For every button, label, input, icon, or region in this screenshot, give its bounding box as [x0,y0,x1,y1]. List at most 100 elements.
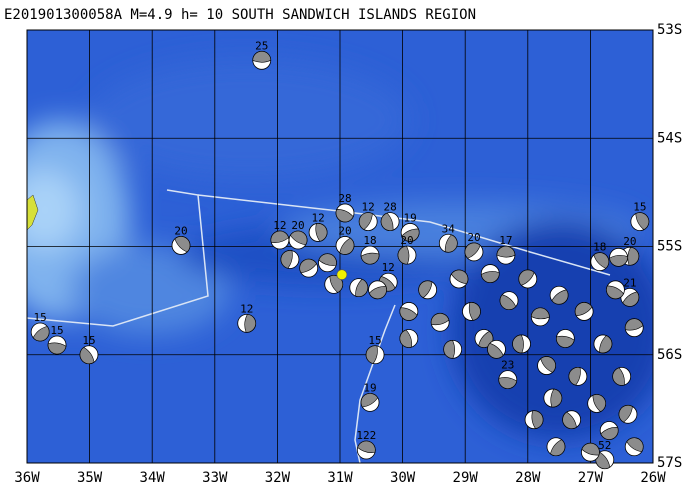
focal-mechanism [430,312,450,332]
focal-mechanism [499,291,519,311]
compression-quadrant [418,280,433,299]
focal-mechanism [280,250,300,269]
compression-quadrant [487,342,504,359]
compression-quadrant [480,271,500,283]
compression-quadrant [399,307,418,321]
focal-mechanism [620,287,640,307]
depth-label: 12 [382,261,395,274]
depth-label: 15 [34,311,47,324]
focal-mechanism [356,440,376,460]
compression-quadrant [79,347,95,364]
x-tick-label: 28W [515,470,541,486]
focal-mechanism [418,280,438,300]
x-tick-label: 29W [453,470,479,486]
focal-mechanism [524,410,544,430]
depth-label: 25 [255,39,268,52]
depth-label: 21 [623,276,636,289]
focal-mechanism [599,421,619,440]
focal-mechanism [308,223,328,242]
depth-label: 20 [338,224,351,237]
compression-quadrant [444,234,458,253]
compression-quadrant [252,51,272,63]
focal-mechanism [252,50,272,70]
compression-quadrant [360,393,379,408]
compression-quadrant [244,314,257,333]
depth-label: 20 [467,231,480,244]
compression-quadrant [512,334,524,354]
compression-quadrant [355,278,368,297]
focal-mechanism [593,334,613,354]
y-tick-label: 54S [657,130,682,146]
compression-quadrant [315,223,328,242]
focal-mechanism [335,203,355,223]
compression-quadrant [399,329,413,348]
compression-quadrant [299,258,317,273]
focal-mechanism [335,236,355,255]
focal-mechanism [568,366,588,386]
map-frame [26,29,654,464]
depth-label: 18 [363,234,376,247]
compression-quadrant [551,289,569,305]
focal-mechanism [518,269,538,289]
compression-quadrant [496,245,516,258]
focal-mechanism [595,450,615,470]
compression-quadrant [499,294,517,310]
compression-quadrant [626,437,644,453]
compression-quadrant [581,442,600,456]
compression-quadrant [606,285,624,300]
compression-quadrant [329,275,344,293]
compression-quadrant [635,212,650,230]
y-tick-label: 57S [657,455,682,471]
compression-quadrant [401,228,420,242]
focal-mechanism [618,404,638,424]
focal-mechanism [397,245,417,265]
focal-mechanism [270,230,290,250]
focal-mechanism [587,394,607,413]
compression-quadrant [380,212,394,231]
compression-quadrant [174,236,191,253]
focal-mechanism [360,392,380,412]
compression-quadrant [368,286,387,300]
focal-mechanism [530,307,550,327]
compression-quadrant [280,250,293,269]
focal-mechanism [464,242,484,262]
focal-mechanism [574,302,594,321]
focal-mechanism [171,236,191,255]
compression-quadrant [443,340,455,359]
compression-quadrant [430,312,450,326]
depth-label: 52 [598,439,611,452]
y-tick-label: 56S [657,347,682,363]
compression-quadrant [464,242,481,259]
compression-quadrant [556,335,575,348]
focal-mechanism [349,278,369,298]
compression-quadrant [531,307,550,320]
depth-label: 34 [442,222,456,235]
focal-mechanism [512,334,531,354]
compression-quadrant [540,356,556,373]
focal-mechanism [288,230,308,250]
compression-quadrant [360,252,380,265]
focal-mechanism [609,247,628,267]
compression-quadrant [592,394,606,412]
depth-label: 17 [499,234,512,247]
focal-mechanism [543,388,563,408]
focal-mechanism [47,335,67,355]
depth-label: 19 [363,381,376,394]
compression-quadrant [47,342,67,355]
compression-quadrant [574,302,593,317]
focal-mechanism [624,318,644,338]
focal-mechanism [630,212,650,232]
depth-label: 20 [400,234,413,247]
compression-quadrant [562,411,577,429]
compression-quadrant [318,253,337,266]
focal-mechanism [365,345,385,365]
compression-quadrant [32,326,50,342]
compression-quadrant [624,318,644,331]
compression-quadrant [451,269,469,285]
focal-mechanism [555,329,575,348]
focal-mechanism [537,356,556,375]
x-tick-label: 26W [640,470,666,486]
focal-mechanism [546,437,566,457]
focal-mechanism [612,366,632,386]
compression-quadrant [593,252,610,269]
